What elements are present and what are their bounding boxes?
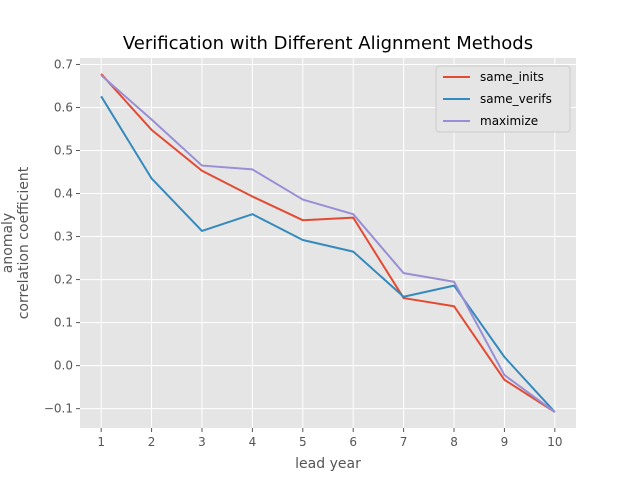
y-tick-label: 0.6 bbox=[54, 100, 73, 114]
y-axis-label-line-2: correlation coefficient bbox=[16, 166, 32, 319]
series-line-maximize bbox=[100, 74, 556, 413]
series-line-same-inits bbox=[100, 73, 556, 413]
y-tick-label: 0.3 bbox=[54, 230, 73, 244]
y-tick-label: 0.5 bbox=[54, 144, 73, 158]
y-axis-label: anomaly correlation coefficient bbox=[0, 166, 32, 319]
x-tick-label: 2 bbox=[148, 435, 156, 449]
legend-box bbox=[435, 65, 571, 133]
chart-title: Verification with Different Alignment Me… bbox=[123, 33, 533, 54]
y-tick-label: 0.2 bbox=[54, 273, 73, 287]
y-tick-label: 0.7 bbox=[54, 57, 73, 71]
x-axis-label: lead year bbox=[295, 456, 361, 472]
y-axis-label-line-1: anomaly bbox=[0, 213, 16, 273]
x-tick-label: 4 bbox=[249, 435, 257, 449]
legend-label-same-verifs: same_verifs bbox=[480, 92, 552, 106]
x-tick-label: 9 bbox=[501, 435, 509, 449]
x-tick-label: 7 bbox=[400, 435, 408, 449]
x-axis-ticks: 1 2 3 4 5 6 7 8 9 10 bbox=[97, 428, 562, 449]
x-tick-label: 5 bbox=[299, 435, 307, 449]
series-line-same-verifs bbox=[100, 95, 556, 413]
y-tick-label: 0.1 bbox=[54, 316, 73, 330]
x-tick-label: 10 bbox=[547, 435, 562, 449]
x-tick-label: 8 bbox=[450, 435, 458, 449]
y-tick-label: 0.4 bbox=[54, 187, 73, 201]
x-tick-label: 6 bbox=[349, 435, 357, 449]
x-tick-label: 1 bbox=[97, 435, 105, 449]
legend-label-maximize: maximize bbox=[480, 114, 538, 128]
legend-label-same-inits: same_inits bbox=[480, 70, 544, 84]
series-lines bbox=[100, 73, 556, 413]
x-tick-label: 3 bbox=[198, 435, 206, 449]
y-tick-label: −0.1 bbox=[44, 402, 73, 416]
legend: same_inits same_verifs maximize bbox=[435, 65, 571, 133]
y-axis-ticks: −0.1 0.0 0.1 0.2 0.3 0.4 0.5 0.6 0.7 bbox=[44, 57, 80, 416]
y-tick-label: 0.0 bbox=[54, 359, 73, 373]
